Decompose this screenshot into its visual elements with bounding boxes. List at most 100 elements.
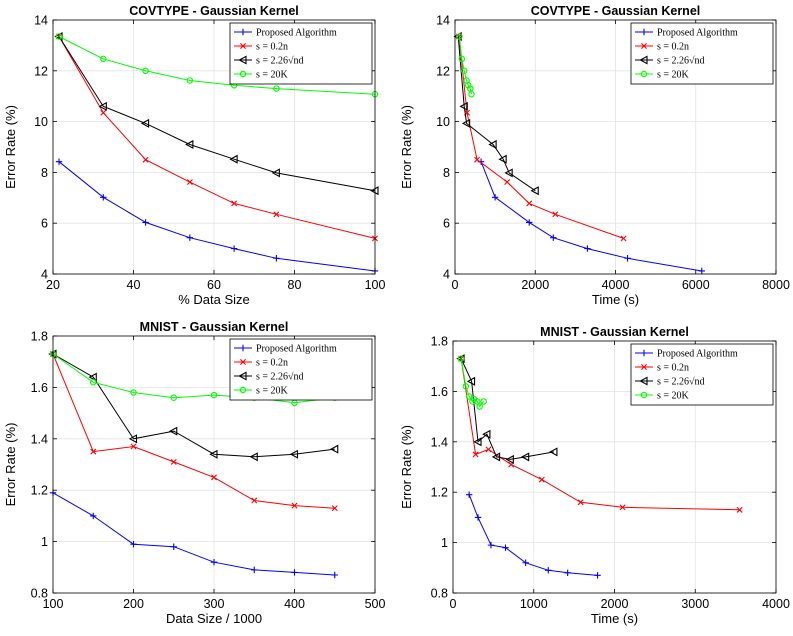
x-tick-label: 100	[43, 597, 64, 611]
legend-item-s-2-26-nd: s = 2.26√nd	[635, 55, 705, 67]
legend-label: s = 0.2n	[256, 358, 288, 369]
data-point	[468, 90, 475, 98]
chart-mnist-data-size: 100 200 300 400 500 0.8 1 1.2 1.4 1.6 1.8 MNIST - G…	[3, 320, 386, 626]
chart-covtype-time: 0 2000 4000 6000 8000 4 6 8 10 12 14 COVTYPE - Gaus…	[399, 4, 790, 307]
data-point	[577, 499, 584, 506]
x-axis-label: Time (s)	[591, 611, 638, 626]
data-point	[498, 154, 507, 164]
y-axis-label: Error Rate (%)	[399, 425, 414, 509]
data-point	[620, 235, 627, 242]
legend-marker	[239, 344, 247, 352]
data-point	[487, 541, 495, 549]
chart-title: COVTYPE - Gaussian Kernel	[129, 4, 299, 18]
data-point	[210, 558, 218, 566]
y-tick-label: 8	[443, 166, 450, 180]
data-point	[55, 33, 63, 40]
chart-panel-covtype-time: 0 2000 4000 6000 8000 4 6 8 10 12 14 COVTYPE - Gaus…	[396, 0, 793, 315]
data-point	[474, 514, 482, 521]
x-tick-label: 500	[365, 597, 386, 611]
data-point	[170, 394, 178, 401]
legend-label: s = 2.26√nd	[657, 377, 705, 388]
data-point	[526, 219, 533, 226]
legend-marker	[640, 391, 648, 399]
legend-item-s-0-2n: s = 0.2n	[635, 42, 689, 53]
data-point	[736, 506, 743, 513]
data-point	[504, 179, 511, 186]
chart-panel-mnist-data-size: 100 200 300 400 500 0.8 1 1.2 1.4 1.6 1.8 MNIST - G…	[0, 316, 396, 631]
legend: Proposed Algorithm s = 0.2n s = 2.26√nd s =…	[630, 343, 774, 406]
y-tick-label: 1.4	[31, 432, 48, 446]
series-line	[52, 353, 335, 458]
series-line	[58, 36, 376, 95]
data-point	[211, 474, 217, 481]
data-point	[90, 448, 97, 455]
data-point	[100, 55, 107, 63]
data-point	[504, 168, 513, 178]
legend-box	[630, 22, 774, 85]
legend: Proposed Algorithm s = 0.2n s = 2.26√nd s =…	[229, 338, 373, 401]
data-point	[460, 67, 468, 75]
legend-marker	[238, 55, 247, 65]
data-point	[526, 200, 533, 207]
data-point	[140, 118, 150, 128]
x-tick-label: 2000	[521, 278, 549, 292]
data-point	[552, 211, 559, 218]
data-point	[550, 234, 557, 241]
data-point	[698, 267, 705, 275]
legend-item-s-20k: s = 20K	[234, 70, 289, 81]
legend-item-proposed-algorithm: Proposed Algorithm	[234, 344, 337, 355]
y-tick-label: 1.8	[31, 330, 48, 344]
legend-label: s = 20K	[657, 70, 690, 81]
y-tick-label: 8	[41, 166, 48, 180]
data-point	[472, 451, 479, 458]
data-point	[55, 158, 63, 165]
x-axis-label: % Data Size	[178, 292, 250, 307]
chart-title: MNIST - Gaussian Kernel	[140, 320, 289, 334]
data-point	[88, 372, 97, 382]
data-point	[130, 389, 137, 396]
legend-label: Proposed Algorithm	[657, 28, 738, 39]
chart-panel-mnist-time: 0 1000 2000 3000 4000 0.8 1 1.2 1.4 1.6 1.8 MNIST -…	[396, 316, 793, 631]
data-point	[491, 194, 499, 201]
x-tick-label: 6000	[682, 278, 710, 292]
legend-marker	[240, 359, 246, 365]
series-s-20k	[456, 33, 475, 98]
data-point	[584, 245, 591, 252]
data-point	[530, 186, 539, 196]
legend-marker	[239, 28, 247, 36]
data-point	[90, 512, 97, 520]
y-tick-label: 14	[436, 14, 450, 28]
legend-item-proposed-algorithm: Proposed Algorithm	[234, 28, 337, 39]
data-point	[462, 383, 470, 390]
data-point	[564, 569, 571, 577]
y-tick-label: 1.2	[431, 486, 448, 500]
x-tick-label: 0	[452, 278, 459, 292]
data-point	[491, 452, 501, 462]
series-line	[460, 358, 740, 511]
y-axis-label: Error Rate (%)	[3, 423, 18, 507]
x-tick-label: 300	[204, 597, 225, 611]
data-point	[330, 444, 339, 454]
data-point	[291, 502, 298, 509]
y-tick-label: 0.8	[31, 587, 48, 601]
data-point	[289, 449, 299, 459]
legend-label: Proposed Algorithm	[256, 28, 337, 39]
legend-item-s-0-2n: s = 0.2n	[234, 358, 288, 369]
data-point	[186, 179, 193, 186]
data-point	[464, 82, 472, 89]
data-point	[249, 452, 258, 462]
data-point	[538, 476, 545, 483]
data-point	[273, 255, 280, 262]
legend-label: s = 2.26√nd	[256, 372, 304, 383]
data-point	[473, 437, 482, 447]
data-point	[480, 398, 487, 405]
chart-covtype-data-size: 20 40 60 80 100 4 6 8 10 12 14 COVTYPE - Gaussian K…	[3, 4, 385, 307]
data-point	[474, 156, 481, 163]
y-axis-label: Error Rate (%)	[3, 105, 18, 189]
data-point	[619, 504, 626, 511]
data-point	[461, 118, 471, 128]
legend: Proposed Algorithm s = 0.2n s = 2.26√nd s =…	[630, 22, 774, 85]
data-point	[457, 355, 465, 362]
legend-item-proposed-algorithm: Proposed Algorithm	[635, 28, 738, 39]
legend-marker	[641, 43, 647, 49]
